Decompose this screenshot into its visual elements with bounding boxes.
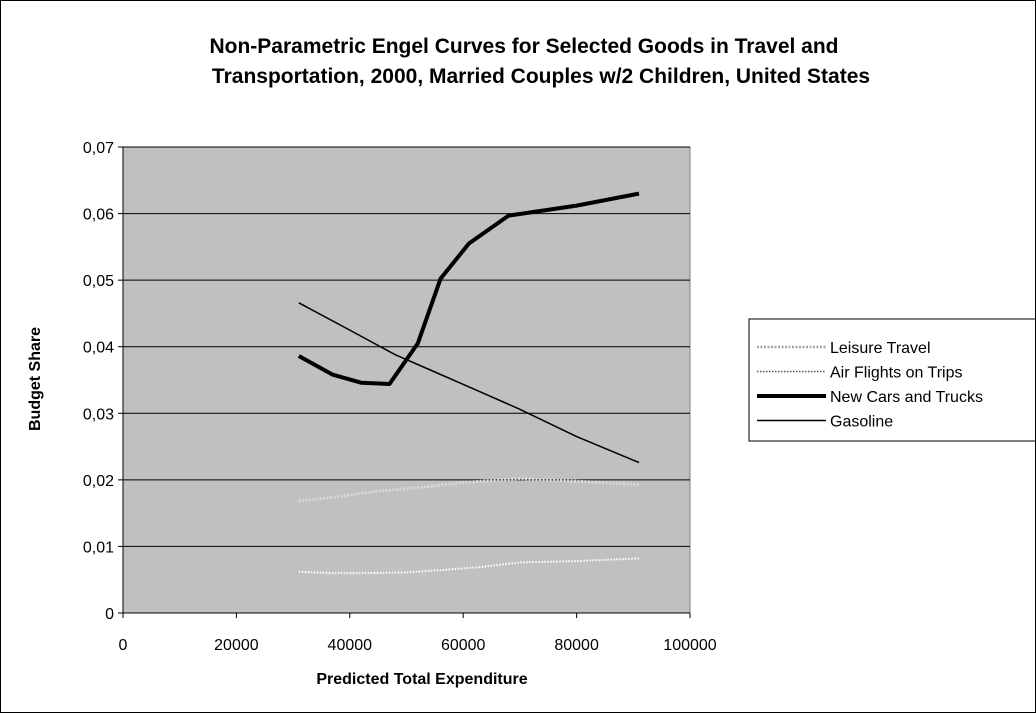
x-tick-label-1: 20000 [214, 637, 259, 654]
series-line-new-cars-and-trucks [297, 191, 640, 386]
x-tick-label-0: 0 [119, 637, 128, 654]
series-line-leisure-travel [298, 476, 640, 503]
legend-label-leisure-travel: Leisure Travel [830, 340, 931, 357]
x-tick-label-4: 80000 [554, 637, 599, 654]
legend-label-new-cars-and-trucks: New Cars and Trucks [830, 389, 983, 406]
legend-label-air-flights-on-trips: Air Flights on Trips [830, 365, 962, 382]
chart-title-line-1: Non-Parametric Engel Curves for Selected… [209, 35, 838, 58]
y-tick-label-1: 0,01 [83, 539, 114, 556]
y-tick-label-2: 0,02 [83, 473, 114, 490]
series-line-air-flights-on-trips [298, 557, 640, 575]
axes: 0 0,01 0,02 0,03 0,04 0,05 0,06 0,07 0 20000 40000… [83, 140, 717, 654]
series-lines [297, 191, 640, 575]
y-tick-label-4: 0,04 [83, 340, 114, 357]
x-tick-label-3: 60000 [441, 637, 486, 654]
chart-title-line-2: Transportation, 2000, Married Couples w/… [212, 65, 870, 88]
y-tick-label-7: 0,07 [83, 140, 114, 157]
legend-label-gasoline: Gasoline [830, 414, 893, 431]
x-axis-title: Predicted Total Expenditure [316, 671, 527, 688]
y-tick-label-3: 0,03 [83, 406, 114, 423]
y-axis-title: Budget Share [27, 327, 44, 431]
y-tick-label-6: 0,06 [83, 207, 114, 224]
y-tick-label-0: 0 [105, 606, 114, 623]
series-line-gasoline [298, 302, 640, 464]
legend: Leisure Travel Air Flights on Trips New Ca… [748, 318, 1035, 442]
plot-area [122, 146, 691, 614]
x-tick-label-2: 40000 [328, 637, 373, 654]
y-tick-label-5: 0,05 [83, 273, 114, 290]
gridlines [123, 146, 690, 547]
x-tick-label-5: 100000 [663, 637, 716, 654]
